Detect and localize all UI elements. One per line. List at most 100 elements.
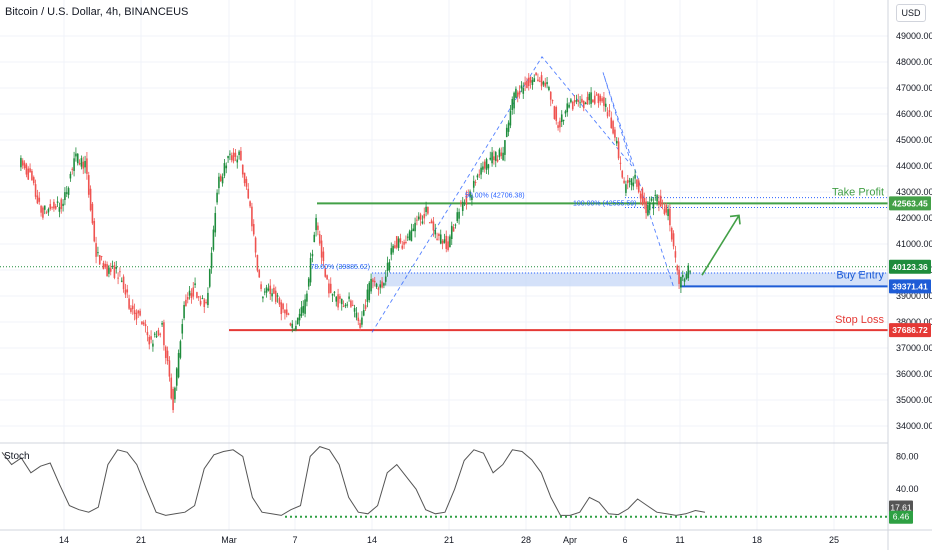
candle-body [240, 150, 242, 161]
price-axis-label: 46000.00 [896, 109, 932, 119]
candle-body [27, 168, 30, 180]
candle-body [43, 205, 46, 210]
currency-button[interactable]: USD [896, 4, 926, 22]
candle-body [674, 251, 677, 258]
candle-body [106, 264, 108, 277]
fib-786-label: 78.60% (39885.62) [310, 264, 370, 271]
candle-body [311, 253, 314, 257]
candle-body [181, 324, 184, 334]
candle-body [210, 252, 213, 269]
candle-body [335, 296, 338, 302]
candle-body [687, 265, 690, 279]
price-axis-label: 41000.00 [896, 239, 932, 249]
candle-body [399, 238, 402, 243]
candle-body [42, 207, 44, 218]
candle-body [273, 287, 275, 294]
candle-body [388, 262, 391, 271]
candle-body [643, 198, 646, 204]
candle-body [601, 98, 603, 102]
candle-body [262, 296, 264, 299]
candle-body [177, 353, 180, 378]
candle-body [205, 302, 207, 304]
candle-body [38, 197, 41, 202]
candle-body [117, 277, 119, 279]
candle-body [348, 296, 350, 299]
candle-body [47, 208, 50, 213]
candle-body [307, 278, 310, 287]
price-axis-label: 34000.00 [896, 421, 932, 431]
candle-body [353, 308, 356, 312]
candle-body [634, 174, 636, 179]
candle-body [599, 95, 602, 102]
candle-body [120, 280, 123, 282]
candle-body [570, 99, 572, 103]
harmonic-pattern-legs[interactable] [371, 56, 675, 333]
candle-body [291, 323, 294, 328]
candle-body [113, 265, 116, 278]
candle-body [395, 236, 398, 248]
candle-body [201, 298, 204, 300]
candle-body [377, 287, 380, 290]
candle-body [324, 268, 327, 277]
candle-body [362, 309, 365, 316]
candle-body [416, 219, 418, 221]
candle-body [150, 336, 152, 340]
candle-body [427, 207, 429, 214]
candle-body [300, 307, 303, 316]
candle-body [612, 121, 614, 134]
candle-body [513, 92, 515, 109]
candle-body [586, 96, 589, 105]
candle-body [344, 304, 347, 307]
candle-body [142, 322, 145, 325]
candle-body [368, 282, 371, 301]
candle-body [412, 228, 415, 232]
candle-body [185, 299, 187, 307]
candle-body [537, 79, 539, 82]
candle-body [153, 333, 156, 335]
candle-body [337, 294, 339, 308]
candle-body [318, 234, 321, 244]
candle-body [172, 388, 174, 411]
candle-body [445, 235, 448, 249]
candle-body [284, 309, 286, 314]
time-axis[interactable]: 14 21 Mar 7 14 21 28 Apr 6 11 18 25 [59, 535, 839, 545]
candle-body [315, 217, 317, 231]
candle-body [225, 165, 228, 169]
time-axis-label: 6 [622, 535, 627, 545]
candle-body [86, 158, 88, 174]
candle-body [555, 107, 558, 121]
candle-body [25, 164, 28, 175]
candle-body [221, 176, 224, 184]
candle-body [296, 317, 299, 325]
candle-body [665, 205, 668, 213]
projection-arrow-head [729, 214, 741, 225]
candle-body [80, 158, 83, 167]
price-axis[interactable]: 49000.00 48000.00 47000.00 46000.00 45000.00… [896, 31, 932, 431]
candle-body [423, 213, 426, 219]
candle-body [452, 226, 455, 232]
candle-body [502, 152, 504, 161]
candle-body [326, 275, 328, 280]
time-axis-label: 18 [752, 535, 762, 545]
candle-body [75, 153, 77, 157]
candle-body [174, 387, 176, 400]
candle-body [82, 161, 85, 169]
candle-body [410, 230, 413, 242]
candle-body [573, 100, 576, 103]
candle-body [441, 240, 444, 244]
candle-body [652, 202, 655, 209]
projection-arrow[interactable] [701, 214, 740, 276]
price-axis-label: 35000.00 [896, 395, 932, 405]
candle-body [71, 168, 74, 170]
candle-body [196, 292, 198, 298]
candle-body [582, 100, 585, 109]
candle-body [45, 212, 48, 214]
candle-body [87, 175, 90, 195]
candle-body [76, 153, 79, 164]
candle-body [339, 296, 341, 299]
candle-body [659, 195, 662, 207]
svg-text:39371.41: 39371.41 [892, 281, 928, 291]
candle-body [623, 180, 625, 183]
candle-body [141, 321, 143, 325]
